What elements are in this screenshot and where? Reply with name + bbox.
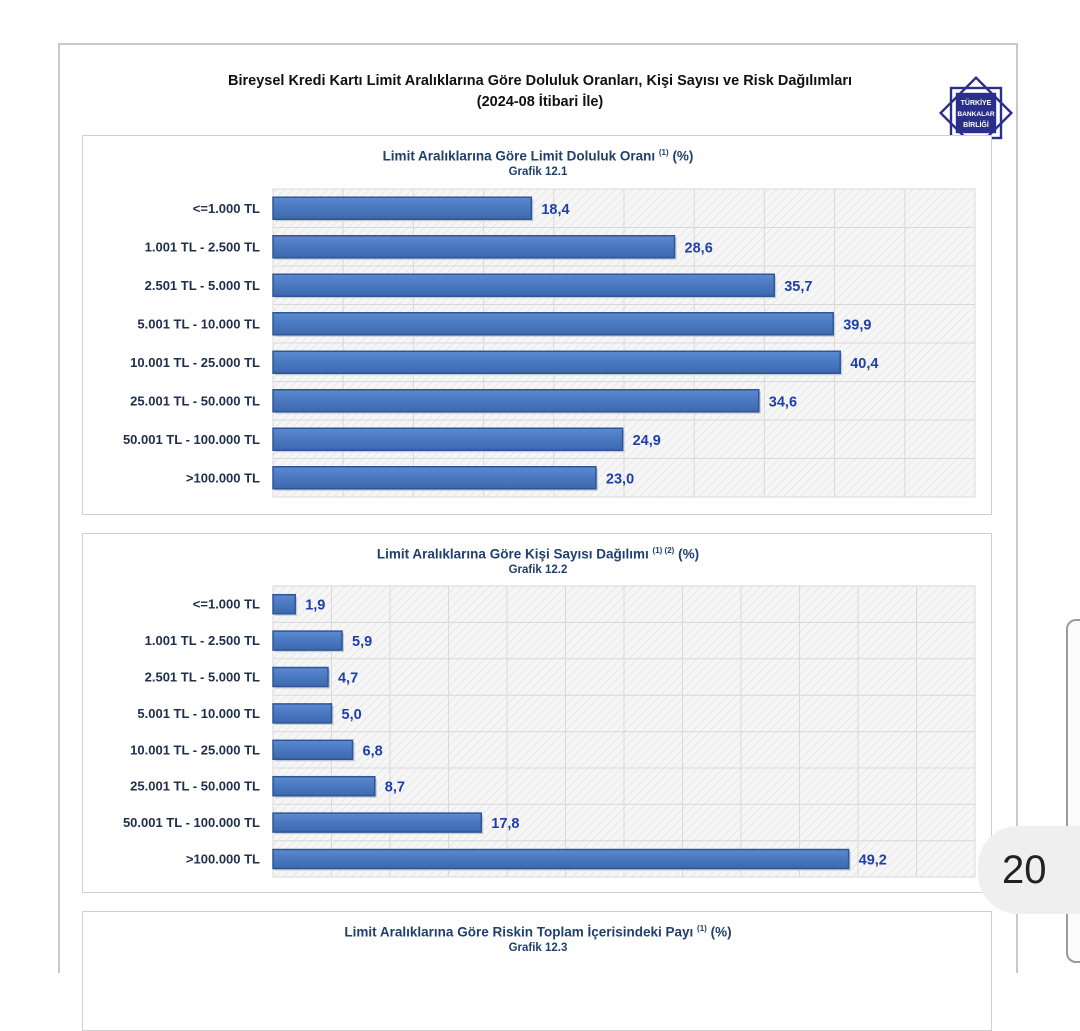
chart-title-sup: (1)	[697, 924, 707, 933]
category-label: 2.501 TL - 5.000 TL	[145, 278, 260, 293]
logo-text-1: TÜRKİYE	[961, 98, 992, 107]
category-label: <=1.000 TL	[193, 201, 260, 216]
chart-title-suffix: (%)	[710, 924, 732, 940]
value-label: 23,0	[606, 471, 634, 487]
value-label: 8,7	[385, 780, 405, 796]
bar	[272, 630, 343, 651]
bar	[272, 593, 296, 615]
bar	[272, 235, 676, 259]
report-page: Bireysel Kredi Kartı Limit Aralıklarına …	[58, 43, 1020, 1031]
value-label: 40,4	[850, 356, 878, 372]
value-label: 17,8	[491, 816, 519, 832]
bar	[272, 350, 841, 374]
category-label: 5.001 TL - 10.000 TL	[137, 706, 260, 721]
page-number: 20	[978, 826, 1080, 914]
value-label: 1,9	[305, 598, 325, 614]
category-label: 25.001 TL - 50.000 TL	[130, 393, 260, 408]
bar	[272, 666, 329, 688]
value-label: 35,7	[784, 279, 812, 295]
category-label: 10.001 TL - 25.000 TL	[130, 355, 260, 370]
value-label: 39,9	[843, 317, 871, 333]
bar	[272, 427, 624, 451]
category-label: 25.001 TL - 50.000 TL	[130, 779, 260, 794]
chart-title-text: Limit Aralıklarına Göre Limit Doluluk Or…	[382, 148, 656, 164]
chart-title-sup: (1) (2)	[652, 546, 675, 555]
value-label: 24,9	[633, 433, 661, 449]
chart-subtitle: Grafik 12.1	[508, 166, 568, 178]
chart-svg: <=1.000 TL 1,9 1.001 TL - 2.500 TL 5,9 2.501…	[123, 585, 976, 878]
page-title: Bireysel Kredi Kartı Limit Aralıklarına …	[60, 71, 1020, 113]
category-label: 2.501 TL - 5.000 TL	[145, 670, 260, 685]
chart-panel-limit-doluluk: Limit Aralıklarına Göre Limit Doluluk Or…	[82, 135, 992, 515]
chart-title-sup: (1)	[658, 148, 669, 157]
bar	[272, 703, 333, 724]
category-label: >100.000 TL	[186, 852, 260, 867]
logo-text-2: BANKALAR	[957, 111, 995, 118]
bar	[272, 312, 834, 336]
chart-title-suffix: (%)	[678, 546, 700, 562]
value-label: 5,0	[342, 707, 362, 723]
value-label: 18,4	[541, 202, 569, 218]
bar	[272, 775, 376, 797]
category-label: >100.000 TL	[186, 470, 260, 485]
chart-title-text: Limit Aralıklarına Göre Kişi Sayısı Dağı…	[376, 546, 649, 562]
bar	[272, 196, 533, 220]
bar	[272, 389, 760, 413]
category-label: 1.001 TL - 2.500 TL	[145, 633, 260, 648]
chart-title: Limit Aralıklarına Göre Limit Doluluk Or…	[83, 148, 993, 164]
chart-svg: <=1.000 TL 18,4 1.001 TL - 2.500 TL 28,6 2.5…	[123, 188, 976, 498]
value-label: 28,6	[685, 240, 713, 256]
category-label: 5.001 TL - 10.000 TL	[137, 316, 260, 331]
bar	[272, 848, 850, 870]
bar	[272, 273, 775, 297]
category-label: 10.001 TL - 25.000 TL	[130, 742, 260, 757]
bar	[272, 466, 597, 490]
logo-text-3: BİRLİĞİ	[963, 120, 989, 129]
chart-title-suffix: (%)	[672, 148, 694, 164]
chart-title: Limit Aralıklarına Göre Riskin Toplam İç…	[83, 924, 993, 940]
chart-subtitle: Grafik 12.2	[508, 564, 568, 576]
chart-title-text: Limit Aralıklarına Göre Riskin Toplam İç…	[344, 924, 694, 940]
category-label: 50.001 TL - 100.000 TL	[123, 432, 260, 447]
page-title-line1: Bireysel Kredi Kartı Limit Aralıklarına …	[227, 73, 852, 89]
page-title-line2: (2024-08 İtibari İle)	[476, 94, 604, 110]
chart-title: Limit Aralıklarına Göre Kişi Sayısı Dağı…	[83, 546, 993, 562]
category-label: <=1.000 TL	[193, 597, 260, 612]
chart-subtitle: Grafik 12.3	[508, 942, 568, 954]
value-label: 34,6	[769, 394, 797, 410]
value-label: 5,9	[352, 634, 372, 650]
chart-panel-kisi-sayisi: Limit Aralıklarına Göre Kişi Sayısı Dağı…	[82, 533, 992, 893]
value-label: 4,7	[338, 671, 358, 687]
value-label: 6,8	[363, 743, 383, 759]
value-label: 49,2	[859, 853, 887, 869]
bar	[272, 739, 354, 761]
category-label: 1.001 TL - 2.500 TL	[145, 239, 260, 254]
category-label: 50.001 TL - 100.000 TL	[123, 815, 260, 830]
bar	[272, 812, 483, 833]
chart-panel-risk-payi: Limit Aralıklarına Göre Riskin Toplam İç…	[82, 911, 992, 1031]
